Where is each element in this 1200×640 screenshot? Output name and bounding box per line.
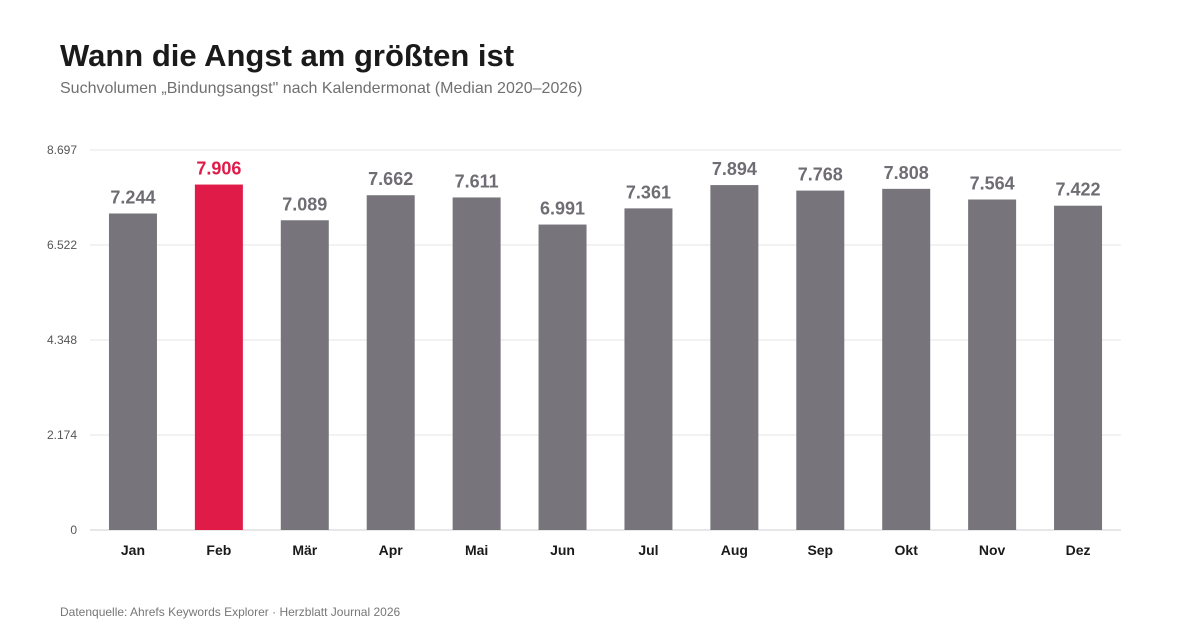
x-tick-label: Dez	[1066, 542, 1091, 558]
x-tick-label: Okt	[895, 542, 919, 558]
x-tick-label: Mai	[465, 542, 488, 558]
chart-subtitle: Suchvolumen „Bindungsangst" nach Kalende…	[60, 80, 583, 97]
x-tick-label: Jul	[638, 542, 658, 558]
x-tick-label: Apr	[379, 542, 404, 558]
x-tick-label: Aug	[721, 542, 748, 558]
bar-okt	[882, 188, 931, 531]
bar-apr	[366, 195, 415, 531]
y-axis-ticks: 0 2.174 4.348 6.522 8.697	[47, 143, 77, 537]
value-label: 6.991	[540, 199, 585, 219]
data-source-note: Datenquelle: Ahrefs Keywords Explorer · …	[60, 605, 401, 619]
value-labels: 7.244 7.906 7.089 7.662 7.611 6.991 7.361 7.894…	[110, 159, 1100, 219]
x-tick-label: Jan	[121, 542, 145, 558]
value-label: 7.361	[626, 182, 671, 202]
x-tick-label: Sep	[807, 542, 833, 558]
value-label: 7.244	[110, 187, 155, 207]
bar-feb	[194, 184, 243, 530]
bar-mär	[280, 220, 329, 530]
x-tick-label: Mär	[292, 542, 317, 558]
bars	[108, 184, 1103, 531]
y-tick-label: 4.348	[47, 333, 77, 347]
x-tick-label: Feb	[206, 542, 231, 558]
grid-lines	[90, 149, 1121, 531]
value-label: 7.894	[712, 159, 757, 179]
value-label: 7.089	[282, 194, 327, 214]
bar-mai	[452, 197, 501, 530]
value-label: 7.906	[196, 159, 241, 179]
y-tick-label: 2.174	[47, 428, 77, 442]
value-label: 7.662	[368, 169, 413, 189]
x-axis-labels: Jan Feb Mär Apr Mai Jun Jul Aug Sep Okt Nov Dez	[121, 542, 1091, 558]
bar-aug	[710, 185, 759, 530]
bar-dez	[1054, 205, 1103, 530]
value-label: 7.564	[970, 174, 1015, 194]
x-tick-label: Jun	[550, 542, 575, 558]
bar-jun	[538, 224, 587, 530]
bar-nov	[968, 199, 1017, 530]
value-label: 7.808	[884, 163, 929, 183]
bar-sep	[796, 190, 845, 530]
value-label: 7.611	[455, 171, 499, 191]
bar-jan	[108, 213, 157, 530]
y-tick-label: 6.522	[47, 238, 77, 252]
value-label: 7.768	[798, 165, 843, 185]
y-tick-label: 8.697	[47, 143, 77, 157]
value-label: 7.422	[1056, 180, 1101, 200]
bar-jul	[624, 208, 673, 530]
y-tick-label: 0	[70, 523, 77, 537]
x-tick-label: Nov	[979, 542, 1006, 558]
chart-title: Wann die Angst am größten ist	[60, 38, 515, 73]
